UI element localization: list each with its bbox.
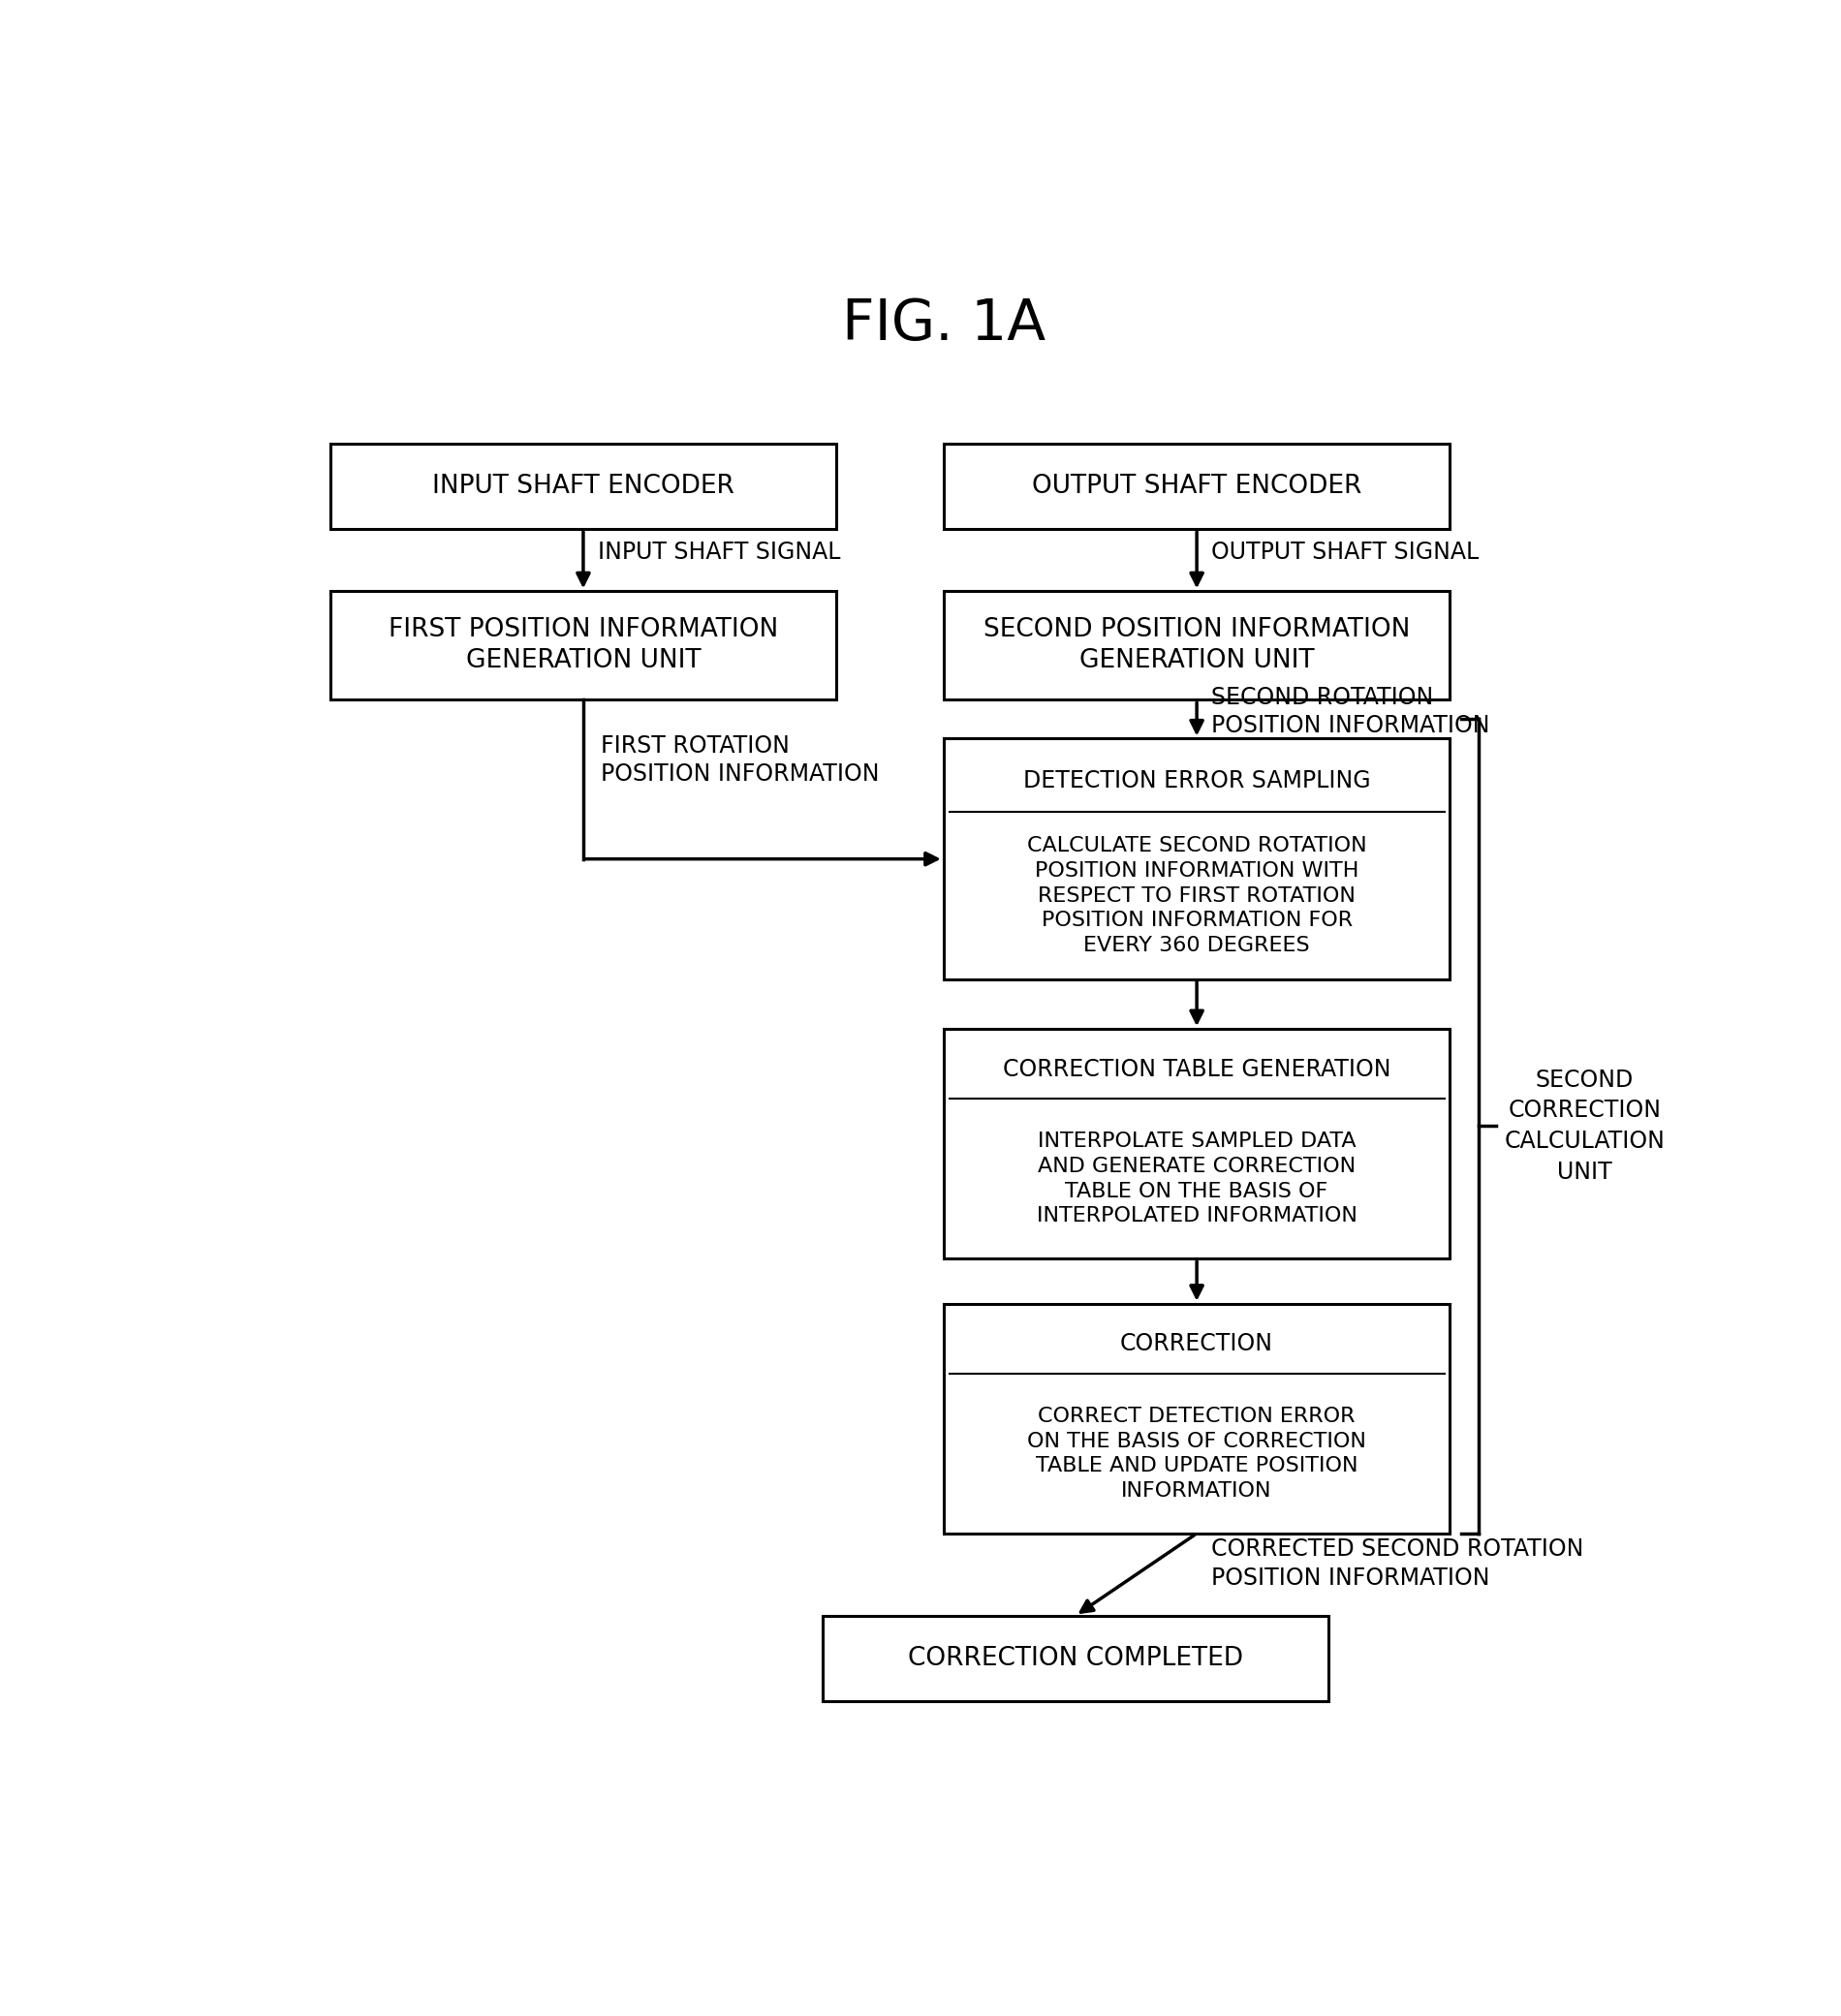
FancyBboxPatch shape bbox=[943, 1028, 1451, 1258]
FancyBboxPatch shape bbox=[943, 738, 1451, 980]
FancyBboxPatch shape bbox=[943, 444, 1451, 528]
Text: FIG. 1A: FIG. 1A bbox=[841, 296, 1046, 351]
Text: OUTPUT SHAFT ENCODER: OUTPUT SHAFT ENCODER bbox=[1031, 474, 1362, 500]
Text: DETECTION ERROR SAMPLING: DETECTION ERROR SAMPLING bbox=[1024, 770, 1370, 792]
Text: CORRECTION: CORRECTION bbox=[1119, 1333, 1274, 1355]
FancyBboxPatch shape bbox=[330, 591, 836, 700]
Text: OUTPUT SHAFT SIGNAL: OUTPUT SHAFT SIGNAL bbox=[1211, 540, 1478, 564]
Text: INTERPOLATE SAMPLED DATA
AND GENERATE CORRECTION
TABLE ON THE BASIS OF
INTERPOLA: INTERPOLATE SAMPLED DATA AND GENERATE CO… bbox=[1036, 1131, 1357, 1226]
FancyBboxPatch shape bbox=[943, 1304, 1451, 1534]
FancyBboxPatch shape bbox=[330, 444, 836, 528]
FancyBboxPatch shape bbox=[943, 591, 1451, 700]
Text: CORRECTION TABLE GENERATION: CORRECTION TABLE GENERATION bbox=[1003, 1058, 1390, 1081]
Text: FIRST ROTATION
POSITION INFORMATION: FIRST ROTATION POSITION INFORMATION bbox=[600, 734, 878, 786]
Text: SECOND
CORRECTION
CALCULATION
UNIT: SECOND CORRECTION CALCULATION UNIT bbox=[1504, 1068, 1664, 1183]
Text: CORRECTED SECOND ROTATION
POSITION INFORMATION: CORRECTED SECOND ROTATION POSITION INFOR… bbox=[1211, 1538, 1583, 1591]
Text: SECOND POSITION INFORMATION
GENERATION UNIT: SECOND POSITION INFORMATION GENERATION U… bbox=[983, 617, 1410, 673]
Text: CALCULATE SECOND ROTATION
POSITION INFORMATION WITH
RESPECT TO FIRST ROTATION
PO: CALCULATE SECOND ROTATION POSITION INFOR… bbox=[1027, 837, 1366, 956]
Text: SECOND ROTATION
POSITION INFORMATION: SECOND ROTATION POSITION INFORMATION bbox=[1211, 685, 1489, 738]
FancyBboxPatch shape bbox=[823, 1615, 1329, 1702]
Text: INPUT SHAFT ENCODER: INPUT SHAFT ENCODER bbox=[433, 474, 735, 500]
Text: CORRECTION COMPLETED: CORRECTION COMPLETED bbox=[908, 1645, 1243, 1671]
Text: CORRECT DETECTION ERROR
ON THE BASIS OF CORRECTION
TABLE AND UPDATE POSITION
INF: CORRECT DETECTION ERROR ON THE BASIS OF … bbox=[1027, 1407, 1366, 1500]
Text: INPUT SHAFT SIGNAL: INPUT SHAFT SIGNAL bbox=[598, 540, 839, 564]
Text: FIRST POSITION INFORMATION
GENERATION UNIT: FIRST POSITION INFORMATION GENERATION UN… bbox=[388, 617, 779, 673]
